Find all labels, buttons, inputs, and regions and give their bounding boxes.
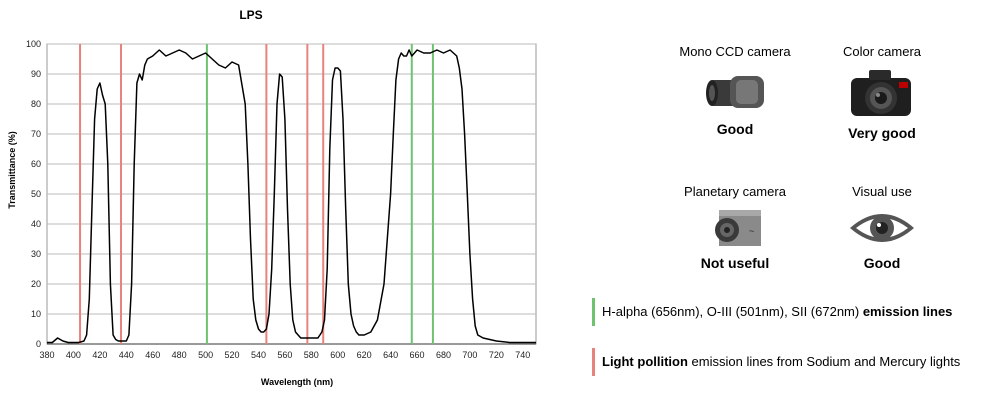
y-tick-label: 40 — [31, 219, 41, 229]
x-tick-label: 640 — [383, 350, 398, 360]
y-tick-label: 70 — [31, 129, 41, 139]
legend-pollution-bold: Light pollition — [602, 354, 688, 369]
x-tick-label: 680 — [436, 350, 451, 360]
legend-text: H-alpha (656nm), O-III (501nm), SII (672… — [602, 304, 952, 320]
y-tick-label: 0 — [36, 339, 41, 349]
chart-title: LPS — [239, 8, 262, 22]
x-tick-label: 380 — [39, 350, 54, 360]
tick-labels-layer: 0 10 20 30 40 50 60 70 80 90 100 380 400 420 440 460 480… — [26, 39, 530, 360]
camera-label: Mono CCD camera — [679, 44, 791, 59]
chart-svg: LPS Transmittance (%) Wavelength (nm) 0 1… — [7, 8, 537, 387]
transmittance-chart: LPS Transmittance (%) Wavelength (nm) 0 1… — [7, 8, 537, 387]
emission-lines-layer — [79, 44, 434, 344]
camera-cell-visual: Visual use Good — [802, 184, 962, 272]
x-tick-label: 420 — [92, 350, 107, 360]
curve-layer — [47, 49, 536, 344]
y-tick-label: 20 — [31, 279, 41, 289]
camera-label: Visual use — [852, 184, 912, 199]
x-tick-label: 700 — [462, 350, 477, 360]
legend-nebula-text: H-alpha (656nm), O-III (501nm), SII (672… — [602, 304, 863, 319]
camera-rating: Very good — [848, 125, 916, 141]
y-tick-label: 100 — [26, 39, 41, 49]
grid-layer — [46, 43, 537, 345]
x-tick-label: 520 — [225, 350, 240, 360]
x-tick-label: 440 — [119, 350, 134, 360]
x-tick-label: 660 — [410, 350, 425, 360]
camera-cell-mono-ccd: Mono CCD camera Good — [655, 44, 815, 138]
camera-rating: Not useful — [700, 255, 770, 271]
y-tick-label: 90 — [31, 69, 41, 79]
usage-panel: Mono CCD camera Good Color camera Very g… — [560, 0, 1000, 400]
y-tick-label: 10 — [31, 309, 41, 319]
camera-cell-planetary: Planetary camera ~ Not useful — [655, 184, 815, 272]
x-tick-label: 580 — [304, 350, 319, 360]
x-tick-label: 740 — [515, 350, 530, 360]
legend-pollution-text: emission lines from Sodium and Mercury l… — [687, 354, 961, 369]
legend-swatch-red — [592, 348, 595, 376]
camera-label: Planetary camera — [684, 184, 786, 199]
x-tick-label: 480 — [172, 350, 187, 360]
x-tick-label: 560 — [277, 350, 292, 360]
mono-ccd-camera-icon — [706, 76, 764, 108]
camera-label: Color camera — [842, 44, 922, 59]
x-tick-label: 500 — [198, 350, 213, 360]
eye-icon — [850, 214, 914, 242]
transmittance-curve — [47, 49, 536, 344]
camera-rating: Good — [716, 121, 754, 137]
y-tick-label: 60 — [31, 159, 41, 169]
legend-text: Light pollition emission lines from Sodi… — [602, 354, 960, 370]
x-tick-label: 600 — [330, 350, 345, 360]
chart-xlabel: Wavelength (nm) — [261, 377, 333, 387]
legend-nebula-bold: emission lines — [862, 304, 953, 319]
x-tick-label: 720 — [489, 350, 504, 360]
planetary-camera-icon: ~ — [715, 210, 761, 246]
x-tick-label: 540 — [251, 350, 266, 360]
chart-ylabel: Transmittance (%) — [7, 131, 17, 209]
x-tick-label: 620 — [357, 350, 372, 360]
camera-rating: Good — [863, 255, 901, 271]
camera-cell-color: Color camera Very good — [802, 44, 962, 142]
y-tick-label: 30 — [31, 249, 41, 259]
y-tick-label: 80 — [31, 99, 41, 109]
legend-swatch-green — [592, 298, 595, 326]
x-tick-label: 460 — [145, 350, 160, 360]
dslr-camera-icon — [851, 70, 911, 116]
y-tick-label: 50 — [31, 189, 41, 199]
x-tick-label: 400 — [66, 350, 81, 360]
svg-text:~: ~ — [749, 226, 754, 236]
